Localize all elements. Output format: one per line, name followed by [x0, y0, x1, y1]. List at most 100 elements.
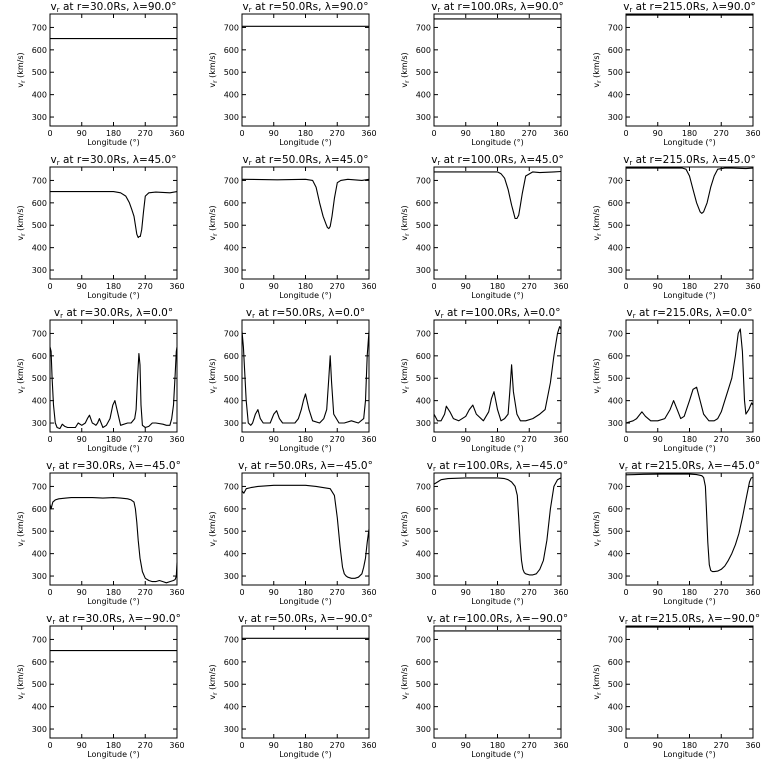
- panel-title: vr at r=215.0Rs, λ=0.0°: [627, 307, 753, 320]
- vr-line: [241, 484, 370, 579]
- x-tick-label: 270: [714, 129, 729, 138]
- x-axis-label: Longitude (°): [471, 750, 524, 759]
- x-tick-label: 180: [298, 435, 313, 444]
- panel-1-3: vr at r=100.0Rs, λ=90.0° 0 90 180 270 360 300 4…: [400, 1, 569, 147]
- x-tick-label: 180: [682, 435, 697, 444]
- y-axis-label: vr (km/s): [208, 205, 219, 240]
- y-tick-label: 700: [608, 482, 623, 491]
- x-tick-label: 270: [138, 129, 153, 138]
- x-axis-label: Longitude (°): [87, 750, 140, 759]
- x-axis-label: Longitude (°): [87, 138, 140, 147]
- x-tick-label: 180: [682, 282, 697, 291]
- y-tick-label: 400: [608, 244, 623, 253]
- y-axis-label: vr (km/s): [208, 358, 219, 393]
- plot-frame: [241, 319, 370, 433]
- y-tick-label: 300: [608, 266, 623, 275]
- x-tick-label: 360: [361, 588, 376, 597]
- plot-frame: [49, 319, 178, 433]
- y-tick-label: 600: [32, 352, 47, 361]
- x-axis-label: Longitude (°): [471, 291, 524, 300]
- y-axis-label: vr (km/s): [16, 52, 27, 87]
- y-tick-label: 700: [416, 635, 431, 644]
- x-tick-label: 0: [623, 741, 628, 750]
- x-axis-label: Longitude (°): [87, 444, 140, 453]
- plot-frame: [433, 472, 562, 586]
- x-tick-label: 0: [239, 741, 244, 750]
- y-tick-label: 300: [416, 419, 431, 428]
- y-tick-label: 400: [608, 703, 623, 712]
- y-tick-label: 300: [608, 725, 623, 734]
- y-tick-label: 500: [224, 680, 239, 689]
- x-axis-label: Longitude (°): [663, 444, 716, 453]
- x-tick-label: 360: [361, 435, 376, 444]
- y-tick-label: 300: [224, 113, 239, 122]
- x-tick-label: 0: [47, 741, 52, 750]
- y-tick-label: 600: [224, 658, 239, 667]
- x-tick-label: 360: [745, 435, 760, 444]
- y-axis-label: vr (km/s): [208, 52, 219, 87]
- y-tick-label: 500: [416, 527, 431, 536]
- y-tick-label: 700: [32, 482, 47, 491]
- panel-1-2: vr at r=50.0Rs, λ=90.0° 0 90 180 270 360 300 40…: [208, 1, 377, 147]
- x-tick-label: 360: [169, 282, 184, 291]
- y-tick-label: 300: [416, 572, 431, 581]
- panel-title: vr at r=215.0Rs, λ=45.0°: [623, 154, 756, 167]
- y-tick-label: 700: [416, 329, 431, 338]
- x-tick-label: 360: [745, 741, 760, 750]
- x-tick-label: 360: [745, 588, 760, 597]
- y-tick-label: 400: [224, 397, 239, 406]
- y-tick-label: 700: [224, 635, 239, 644]
- y-tick-label: 700: [32, 635, 47, 644]
- y-tick-label: 300: [608, 572, 623, 581]
- y-tick-label: 700: [416, 482, 431, 491]
- y-tick-label: 500: [416, 374, 431, 383]
- plot-frame: [433, 13, 562, 127]
- y-tick-label: 300: [224, 266, 239, 275]
- x-tick-label: 180: [106, 282, 121, 291]
- y-axis-label: vr (km/s): [400, 511, 411, 546]
- y-axis-label: vr (km/s): [16, 664, 27, 699]
- x-tick-label: 180: [298, 588, 313, 597]
- x-tick-label: 90: [653, 435, 663, 444]
- x-tick-label: 270: [330, 741, 345, 750]
- x-tick-label: 0: [47, 435, 52, 444]
- y-axis-label: vr (km/s): [592, 664, 603, 699]
- y-tick-label: 600: [32, 46, 47, 55]
- y-tick-label: 300: [32, 572, 47, 581]
- x-axis-label: Longitude (°): [471, 597, 524, 606]
- y-tick-label: 600: [608, 658, 623, 667]
- x-tick-label: 90: [653, 282, 663, 291]
- y-tick-label: 500: [224, 374, 239, 383]
- y-tick-label: 600: [608, 505, 623, 514]
- x-axis-label: Longitude (°): [279, 291, 332, 300]
- x-tick-label: 0: [47, 282, 52, 291]
- panel-title: vr at r=100.0Rs, λ=45.0°: [431, 154, 564, 167]
- y-tick-label: 500: [608, 68, 623, 77]
- y-axis-label: vr (km/s): [400, 358, 411, 393]
- x-tick-label: 90: [77, 588, 87, 597]
- x-tick-label: 360: [169, 741, 184, 750]
- x-tick-label: 0: [239, 282, 244, 291]
- x-tick-label: 270: [138, 741, 153, 750]
- vr-line: [241, 178, 370, 230]
- y-tick-label: 500: [224, 221, 239, 230]
- y-tick-label: 500: [416, 68, 431, 77]
- y-tick-label: 700: [32, 23, 47, 32]
- x-tick-label: 0: [239, 435, 244, 444]
- panel-5-3: vr at r=100.0Rs, λ=−90.0° 0 90 180 270 360 300…: [400, 613, 569, 759]
- y-tick-label: 300: [32, 266, 47, 275]
- x-tick-label: 360: [745, 282, 760, 291]
- y-tick-label: 400: [416, 703, 431, 712]
- x-axis-label: Longitude (°): [663, 750, 716, 759]
- y-axis-label: vr (km/s): [400, 52, 411, 87]
- x-tick-label: 360: [553, 282, 568, 291]
- x-tick-label: 90: [269, 129, 279, 138]
- panel-title: vr at r=30.0Rs, λ=−90.0°: [46, 613, 181, 626]
- x-tick-label: 180: [298, 129, 313, 138]
- y-tick-label: 400: [416, 397, 431, 406]
- y-tick-label: 300: [416, 113, 431, 122]
- plot-frame: [241, 625, 370, 739]
- panel-3-3: vr at r=100.0Rs, λ=0.0° 0 90 180 270 360 300 40…: [400, 307, 569, 453]
- x-tick-label: 0: [623, 435, 628, 444]
- y-tick-label: 600: [416, 199, 431, 208]
